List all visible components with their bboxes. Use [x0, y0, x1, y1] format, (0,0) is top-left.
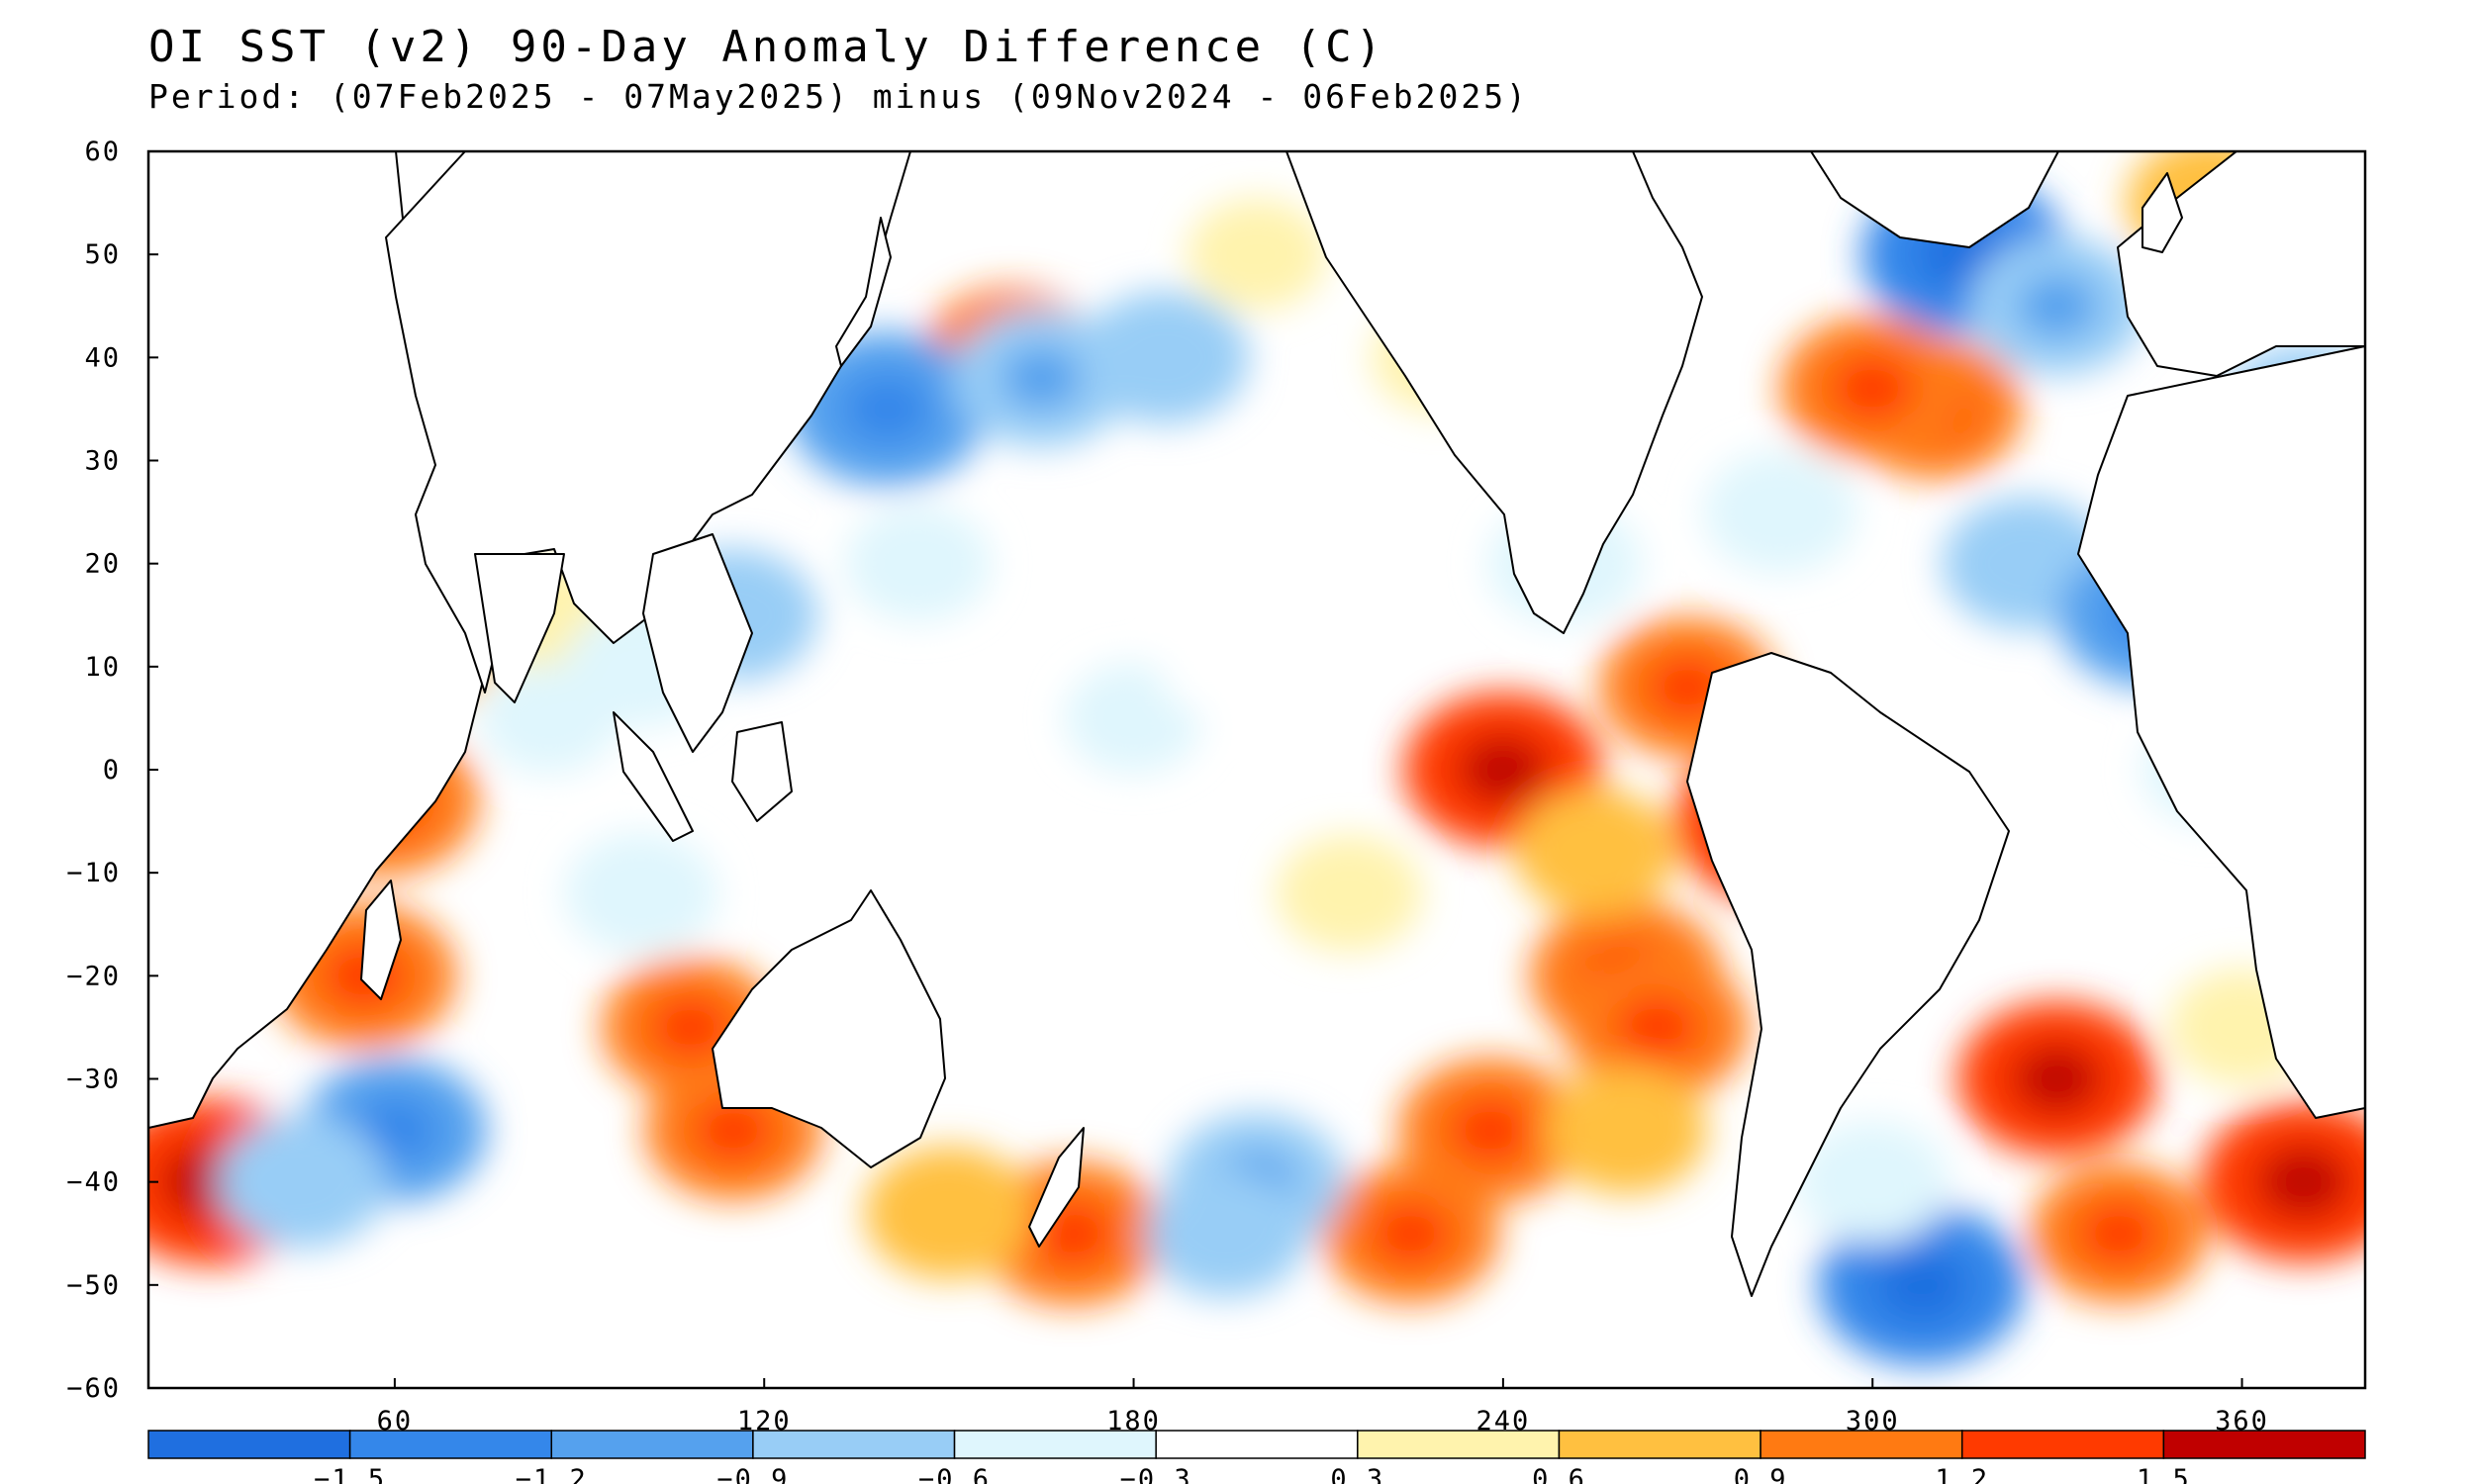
india-land [474, 553, 565, 703]
anomaly-core [2078, 1202, 2159, 1265]
colorbar-swatch [348, 1430, 553, 1459]
australia-land [712, 889, 946, 1168]
colorbar-label: 1.5 [2137, 1464, 2191, 1484]
anomaly-region [1545, 1066, 1707, 1195]
anomaly-core [1371, 1202, 1451, 1265]
anomaly-core [2017, 274, 2098, 337]
y-tick-label: −10 [66, 858, 121, 888]
anomaly-core [1615, 994, 1699, 1061]
colorbar-swatch [550, 1430, 754, 1459]
colorbar: −1.5 −1.2 −0.9 −0.6 −0.3 0.3 0.6 0.9 1.2 1.5 [147, 1430, 2366, 1484]
anomaly-core [1449, 1097, 1533, 1163]
south-america-land [1686, 652, 2010, 1297]
colorbar-swatch [752, 1430, 956, 1459]
anomaly-core [1001, 346, 1082, 410]
y-axis: 60 50 40 30 20 10 0 −10 −20 −30 −40 −50 −60 [66, 137, 158, 1404]
y-tick-label: −50 [66, 1270, 121, 1301]
anomaly-core [693, 1098, 774, 1162]
colorbar-label: −0.6 [918, 1464, 991, 1484]
anomaly-region [1276, 835, 1423, 952]
anomaly-region [1145, 1169, 1307, 1298]
colorbar-swatch [147, 1430, 351, 1459]
anomaly-core [2012, 1044, 2103, 1114]
colorbar-label: 0.9 [1734, 1464, 1788, 1484]
y-tick-label: 0 [103, 755, 121, 786]
y-tick-label: −60 [66, 1373, 121, 1404]
new-zealand-land [1028, 1127, 1085, 1248]
japan-land [835, 217, 892, 367]
y-tick-label: −20 [66, 961, 121, 991]
colorbar-swatch [1155, 1430, 1359, 1459]
y-tick-label: −40 [66, 1167, 121, 1198]
anomaly-region [563, 832, 718, 955]
north-america-land [1285, 151, 1703, 634]
anomaly-region [1187, 198, 1327, 311]
anomaly-region [1514, 788, 1676, 916]
colorbar-label: −0.3 [1120, 1464, 1192, 1484]
anomaly-region [218, 1115, 387, 1250]
anomaly-core [650, 995, 730, 1060]
y-tick-label: 20 [84, 549, 121, 580]
anomaly-core [1458, 734, 1549, 805]
y-tick-label: 50 [84, 239, 121, 270]
anomaly-region [1160, 613, 1292, 720]
indochina-land [642, 533, 753, 753]
greenland-land [1810, 151, 2059, 248]
colorbar-swatch [1558, 1430, 1761, 1459]
colorbar-swatch [1357, 1430, 1561, 1459]
anomaly-core [1875, 1249, 1968, 1322]
anomaly-region [1703, 450, 1857, 574]
colorbar-label: −0.9 [716, 1464, 789, 1484]
colorbar-label: −1.2 [516, 1464, 588, 1484]
anomaly-region [1080, 290, 1250, 424]
colorbar-swatch [2162, 1430, 2366, 1459]
madagascar-land [360, 880, 402, 1000]
colorbar-swatch [953, 1430, 1157, 1459]
anomaly-region [1795, 1120, 1951, 1244]
africa-east-land [2077, 345, 2365, 1119]
sumatra-land [613, 711, 694, 842]
anomaly-region [844, 505, 992, 622]
y-tick-label: 60 [84, 137, 121, 167]
y-tick-label: −30 [66, 1065, 121, 1095]
anomaly-region [864, 1146, 1034, 1280]
y-tick-label: 40 [84, 342, 121, 373]
map-subtitle: Period: (07Feb2025 - 07May2025) minus (0… [148, 77, 1529, 116]
anomaly-core [1831, 355, 1915, 421]
y-tick-label: 30 [84, 446, 121, 477]
borneo-land [731, 721, 793, 822]
y-tick-label: 10 [84, 652, 121, 683]
anomaly-core [2256, 1146, 2350, 1219]
colorbar-label: 0.3 [1330, 1464, 1384, 1484]
uk-land [2141, 172, 2183, 253]
anomaly-core [842, 374, 932, 444]
land-masses [148, 151, 2365, 1297]
colorbar-label: 0.6 [1532, 1464, 1586, 1484]
colorbar-swatch [1960, 1430, 2165, 1459]
map-title: OI SST (v2) 90-Day Anomaly Difference (C… [148, 22, 1386, 72]
colorbar-label: −1.5 [314, 1464, 386, 1484]
colorbar-label: 1.2 [1935, 1464, 1989, 1484]
colorbar-swatch [1760, 1430, 1963, 1459]
